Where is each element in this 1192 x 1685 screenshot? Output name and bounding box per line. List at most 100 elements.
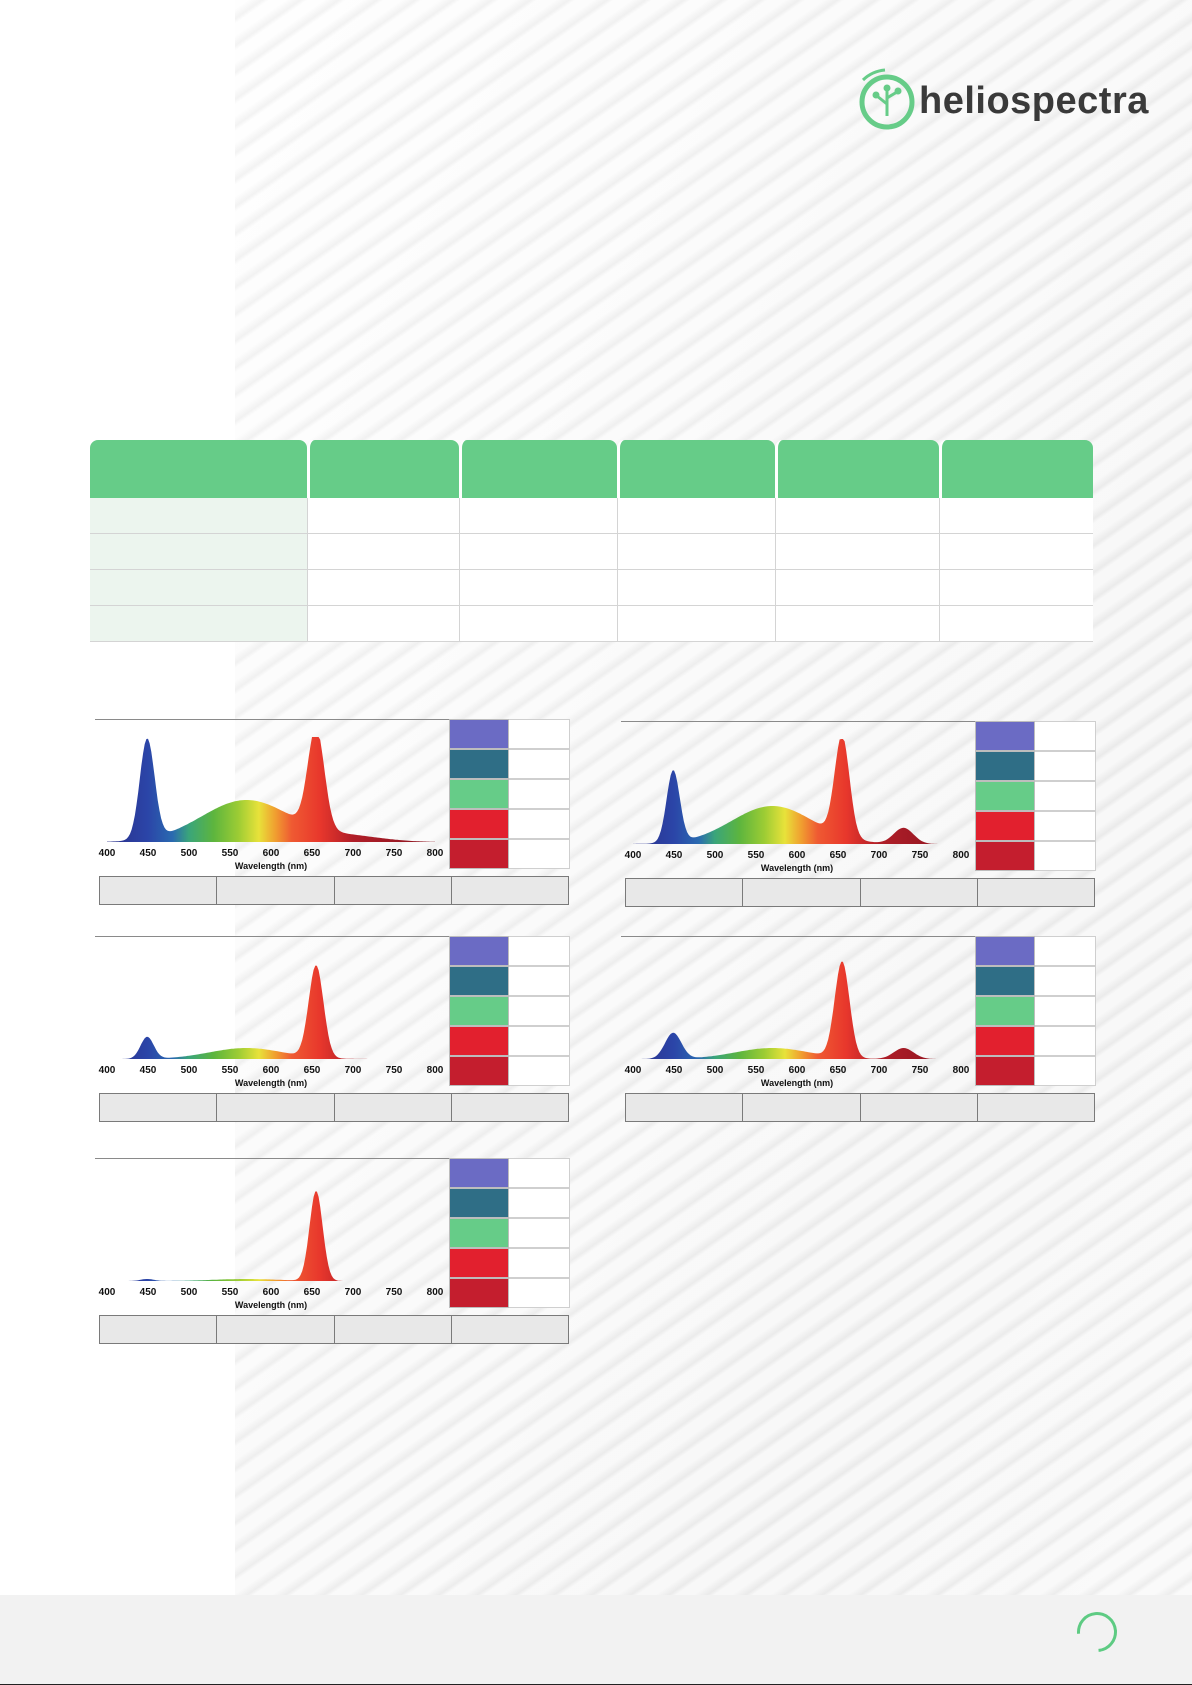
x-tick-label: 650 xyxy=(830,850,847,861)
spectrum-plot: 400 450 500 550 600 650 700 750 800 Wavelength (n… xyxy=(625,739,970,873)
color-swatch xyxy=(449,719,509,749)
table-row xyxy=(90,534,1093,570)
spectrum-panel: 400 450 500 550 600 650 700 750 800 Wavelength (n… xyxy=(95,1158,573,1353)
legend-row xyxy=(449,1056,570,1086)
spectrum-curve xyxy=(633,961,961,1059)
color-swatch xyxy=(449,1026,509,1056)
legend-row xyxy=(449,749,570,779)
color-swatch xyxy=(449,966,509,996)
stats-cell xyxy=(216,1316,334,1343)
swatch-value-cell xyxy=(1035,781,1096,811)
x-tick-label: 700 xyxy=(345,1065,362,1076)
x-tick-label: 400 xyxy=(99,1287,116,1298)
x-tick-label: 650 xyxy=(304,848,321,859)
x-tick-label: 450 xyxy=(140,848,157,859)
legend-row xyxy=(975,721,1096,751)
brand-logo: heliospectra xyxy=(855,68,1148,134)
color-swatch xyxy=(449,779,509,809)
spectrum-curve xyxy=(107,1191,435,1281)
legend-row xyxy=(449,966,570,996)
stats-cell xyxy=(333,1316,451,1343)
legend-row xyxy=(975,751,1096,781)
stats-cell xyxy=(742,879,860,906)
legend-row xyxy=(975,841,1096,871)
table-header-cell xyxy=(307,440,459,498)
spectrum-chart: 400 450 500 550 600 650 700 750 800 Wavelength (n… xyxy=(95,719,450,871)
color-legend xyxy=(975,936,1096,1086)
spectrum-stats-bar xyxy=(625,878,1095,907)
legend-row xyxy=(449,1248,570,1278)
stats-cell xyxy=(976,1094,1094,1121)
x-tick-label: 750 xyxy=(912,1065,929,1076)
x-tick-label: 400 xyxy=(625,1065,642,1076)
swatch-value-cell xyxy=(509,749,570,779)
color-swatch xyxy=(975,751,1035,781)
color-swatch xyxy=(975,841,1035,871)
spectrum-plot: 400 450 500 550 600 650 700 750 800 Wavelength (n… xyxy=(99,1191,444,1310)
x-tick-label: 800 xyxy=(427,1287,444,1298)
x-tick-label: 800 xyxy=(427,1065,444,1076)
table-header-cell xyxy=(939,440,1093,498)
table-header-cell xyxy=(458,440,617,498)
x-tick-label: 450 xyxy=(140,1065,157,1076)
legend-row xyxy=(975,1056,1096,1086)
leaf-circuit-icon xyxy=(859,68,915,130)
x-tick-label: 500 xyxy=(707,850,724,861)
color-legend xyxy=(449,719,570,869)
stats-cell xyxy=(626,1094,743,1121)
legend-row xyxy=(449,1026,570,1056)
x-tick-label: 550 xyxy=(748,1065,765,1076)
color-swatch xyxy=(975,936,1035,966)
stats-cell xyxy=(100,1094,217,1121)
color-swatch xyxy=(449,1218,509,1248)
x-tick-label: 750 xyxy=(386,1065,403,1076)
spectrum-stats-bar xyxy=(99,1315,569,1344)
stats-cell xyxy=(216,1094,334,1121)
color-swatch xyxy=(449,1278,509,1308)
stats-cell xyxy=(450,1316,568,1343)
legend-row xyxy=(449,839,570,869)
spectrum-panel: 400 450 500 550 600 650 700 750 800 Wavelength (n… xyxy=(95,936,573,1131)
spectrum-plot: 400 450 500 550 600 650 700 750 800 Wavelength (n… xyxy=(625,961,970,1088)
swatch-value-cell xyxy=(1035,841,1096,871)
x-tick-label: 500 xyxy=(181,848,198,859)
swatch-value-cell xyxy=(509,809,570,839)
stats-cell xyxy=(216,877,334,904)
color-swatch xyxy=(449,809,509,839)
swatch-value-cell xyxy=(509,1248,570,1278)
swatch-value-cell xyxy=(1035,751,1096,781)
x-tick-label: 500 xyxy=(707,1065,724,1076)
stats-cell xyxy=(100,877,217,904)
swatch-value-cell xyxy=(1035,996,1096,1026)
spectrum-plot: 400 450 500 550 600 650 700 750 800 Wavelength (n… xyxy=(99,737,444,871)
color-swatch xyxy=(449,749,509,779)
legend-row xyxy=(975,936,1096,966)
x-tick-label: 650 xyxy=(304,1065,321,1076)
x-tick-label: 400 xyxy=(625,850,642,861)
spectrum-curve xyxy=(107,965,435,1059)
x-tick-label: 700 xyxy=(871,1065,888,1076)
spectrum-plot: 400 450 500 550 600 650 700 750 800 Wavelength (n… xyxy=(99,965,444,1088)
legend-row xyxy=(449,779,570,809)
spec-table xyxy=(90,440,1093,642)
color-swatch xyxy=(449,1056,509,1086)
x-tick-label: 800 xyxy=(953,1065,970,1076)
color-swatch xyxy=(449,996,509,1026)
legend-row xyxy=(975,966,1096,996)
swatch-value-cell xyxy=(509,1278,570,1308)
stats-cell xyxy=(742,1094,860,1121)
table-row xyxy=(90,570,1093,606)
x-tick-label: 700 xyxy=(871,850,888,861)
x-tick-label: 400 xyxy=(99,848,116,859)
footer xyxy=(0,1595,1192,1685)
stats-cell xyxy=(450,1094,568,1121)
x-axis-label: Wavelength (nm) xyxy=(761,1078,833,1088)
stats-cell xyxy=(333,877,451,904)
stats-cell xyxy=(333,1094,451,1121)
spectrum-stats-bar xyxy=(99,1093,569,1122)
stats-cell xyxy=(859,1094,977,1121)
table-row xyxy=(90,606,1093,642)
legend-row xyxy=(449,1278,570,1308)
legend-row xyxy=(449,936,570,966)
x-tick-label: 800 xyxy=(953,850,970,861)
